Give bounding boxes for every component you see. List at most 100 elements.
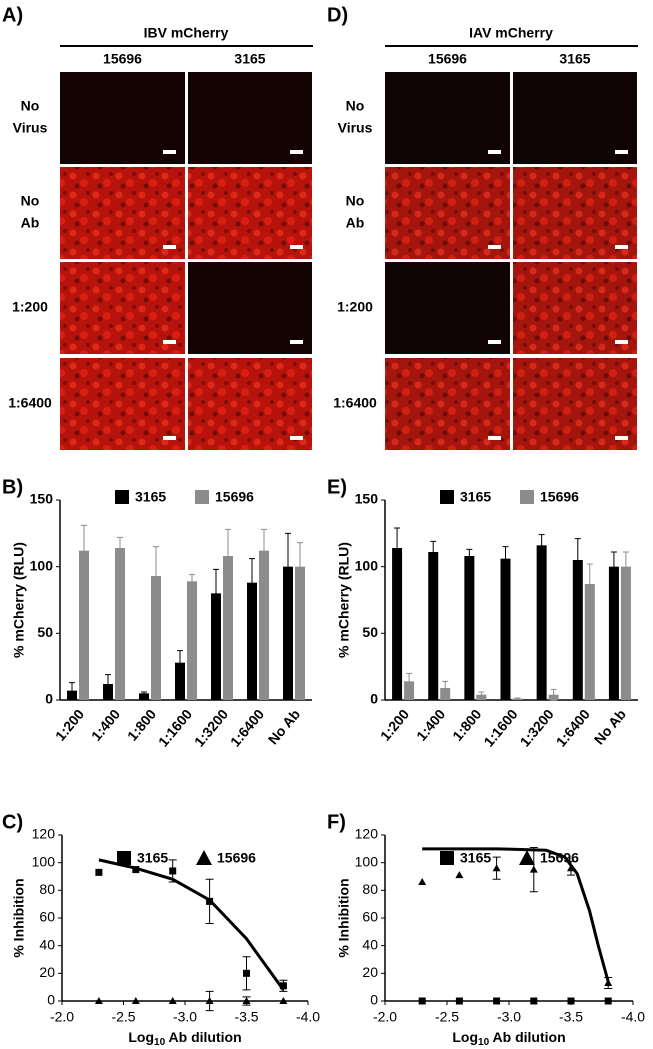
legend-label: 3165 (137, 850, 168, 866)
scale-bar (290, 436, 303, 440)
bar (428, 552, 438, 700)
error-bar (515, 698, 521, 699)
x-axis-label-part: 10 (478, 1037, 490, 1048)
legend-label: 15696 (540, 850, 579, 866)
legend-label: 15696 (217, 850, 256, 866)
legend-marker (520, 490, 534, 504)
x-tick-label: 1:6400 (553, 706, 593, 750)
point (493, 998, 500, 1005)
row-label: 1:6400 (8, 395, 52, 411)
x-tick-label: 1:800 (124, 706, 159, 744)
scale-bar (290, 340, 303, 344)
legend-marker (519, 850, 535, 865)
row-label: No (21, 98, 40, 114)
x-tick-label: 1:1600 (155, 706, 195, 750)
y-tick-label: 100 (355, 557, 379, 573)
y-axis-label: % Inhibition (11, 878, 27, 957)
x-axis-label-part: 10 (154, 1037, 166, 1048)
column-label: 15696 (428, 51, 467, 67)
legend-marker (115, 490, 129, 504)
scale-bar (163, 436, 176, 440)
y-tick-label: 100 (32, 853, 56, 869)
row-label: Ab (21, 215, 40, 231)
x-axis-label: Log10 Ab dilution (452, 1029, 565, 1048)
x-axis-label-part: Log (128, 1029, 154, 1045)
x-tick-label: -3.5 (234, 1009, 258, 1025)
y-tick-label: 0 (45, 691, 53, 707)
bar (621, 567, 631, 700)
panel-label: E) (327, 476, 347, 498)
y-tick-label: 60 (362, 909, 378, 925)
row-label: 1:200 (337, 299, 373, 315)
scale-bar (163, 245, 176, 249)
point (132, 866, 139, 873)
x-tick-label: -2.0 (50, 1009, 74, 1025)
row-label: No (346, 193, 365, 209)
point (206, 898, 213, 905)
legend-label: 15696 (540, 489, 579, 505)
y-tick-label: 40 (39, 936, 55, 952)
scale-bar (615, 340, 628, 344)
y-tick-label: 50 (362, 624, 378, 640)
x-tick-label: 1:3200 (191, 706, 231, 750)
row-label: No (21, 193, 40, 209)
fit-curve (422, 849, 608, 982)
column-label: 3165 (234, 51, 265, 67)
point (530, 998, 537, 1005)
legend-marker (196, 850, 212, 865)
row-label: Virus (338, 120, 373, 136)
x-tick-label: -2.0 (373, 1009, 397, 1025)
bar (609, 567, 619, 700)
x-tick-label: 1:1600 (480, 706, 520, 750)
legend-marker (440, 490, 454, 504)
x-tick-label: 1:400 (413, 706, 448, 744)
panel-title: IBV mCherry (144, 25, 229, 41)
y-tick-label: 0 (370, 992, 378, 1008)
x-tick-label: -4.0 (296, 1009, 320, 1025)
y-tick-label: 20 (39, 964, 55, 980)
bar (392, 548, 402, 700)
y-axis-label: % mCherry (RLU) (11, 542, 27, 658)
point (530, 866, 538, 873)
scale-bar (615, 150, 628, 154)
y-tick-label: 100 (355, 853, 379, 869)
panel-title: IAV mCherry (469, 25, 553, 41)
y-tick-label: 20 (362, 964, 378, 980)
column-label: 15696 (103, 51, 142, 67)
bar (501, 559, 511, 700)
point (418, 878, 426, 885)
y-tick-label: 60 (39, 909, 55, 925)
y-axis-label: % mCherry (RLU) (336, 542, 352, 658)
x-axis-label-part: Ab dilution (489, 1029, 565, 1045)
bar (187, 581, 197, 700)
y-tick-label: 150 (30, 491, 54, 507)
y-tick-label: 0 (370, 691, 378, 707)
x-tick-label: 1:200 (377, 706, 412, 744)
panel-label: C) (2, 811, 23, 833)
x-tick-label: -3.0 (497, 1009, 521, 1025)
panel-label: F) (327, 811, 346, 833)
y-tick-label: 40 (362, 936, 378, 952)
point (605, 998, 612, 1005)
x-axis-label-part: Ab dilution (165, 1029, 241, 1045)
scale-bar (290, 150, 303, 154)
y-tick-label: 150 (355, 491, 379, 507)
y-axis-label: % Inhibition (336, 878, 352, 957)
legend-marker (440, 851, 454, 865)
scale-bar (488, 436, 501, 440)
x-tick-label: 1:3200 (516, 706, 556, 750)
scale-bar (488, 340, 501, 344)
point (243, 970, 250, 977)
x-tick-label: -4.0 (621, 1009, 645, 1025)
x-axis-label: Log10 Ab dilution (128, 1029, 241, 1048)
y-tick-label: 120 (32, 826, 56, 842)
point (493, 864, 501, 871)
row-label: 1:6400 (333, 395, 377, 411)
scale-bar (488, 150, 501, 154)
row-label: 1:200 (12, 299, 48, 315)
legend-label: 3165 (135, 489, 166, 505)
point (455, 871, 463, 878)
y-tick-label: 100 (30, 557, 54, 573)
scale-bar (615, 436, 628, 440)
